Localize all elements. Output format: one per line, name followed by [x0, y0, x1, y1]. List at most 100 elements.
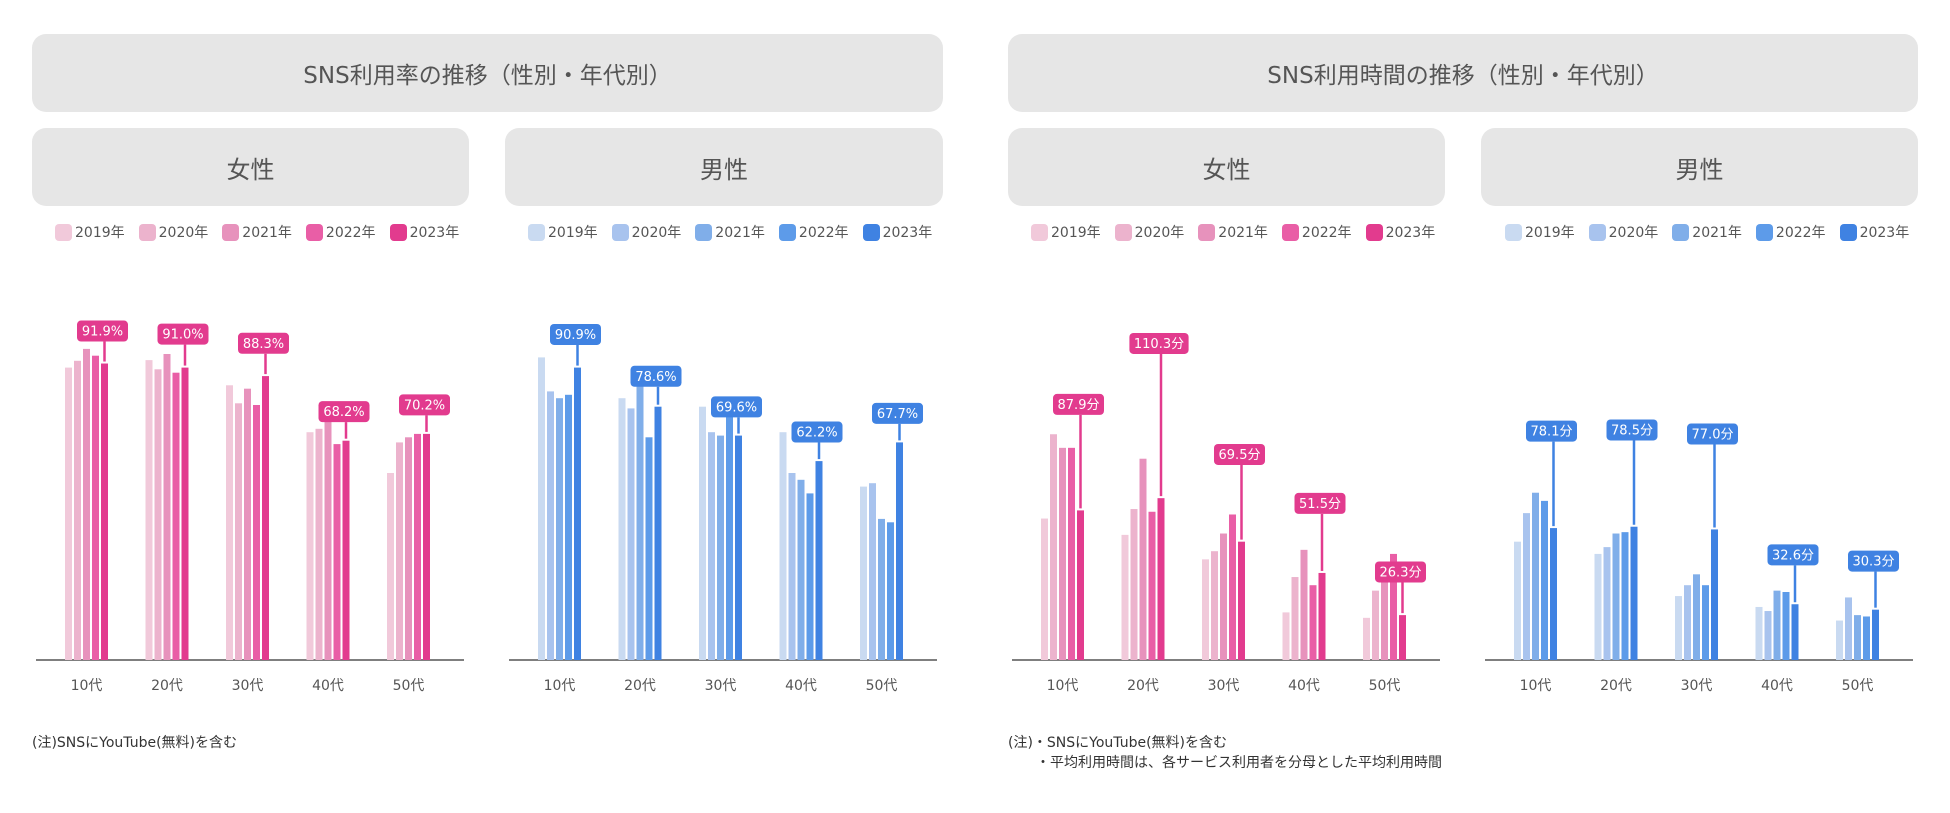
callout-value: 91.0%	[162, 328, 203, 343]
bar	[1630, 526, 1638, 660]
callout-box	[157, 323, 209, 345]
bar	[74, 360, 81, 660]
callout-box	[318, 401, 370, 423]
legend-label: 2022年	[798, 225, 849, 241]
bar	[1514, 541, 1521, 660]
legend-label: 2021年	[715, 225, 765, 241]
legend-swatch	[55, 223, 72, 241]
callout-value: 69.6%	[716, 400, 757, 415]
x-tick-label: 10代	[1520, 678, 1552, 694]
bar	[1130, 509, 1138, 660]
x-tick-label: 50代	[393, 678, 425, 694]
legend-label: 2019年	[1051, 225, 1101, 241]
bar	[1211, 551, 1218, 660]
bar	[1872, 609, 1879, 660]
callout-value: 67.7%	[877, 407, 918, 422]
panel-title-time-male: 男性	[1481, 128, 1918, 206]
legend-rate-male: 2019年 2020年 2021年 2022年 2023年	[528, 222, 932, 242]
callout-box	[711, 396, 762, 418]
bar	[1541, 500, 1548, 660]
x-tick-label: 20代	[151, 678, 183, 694]
legend-label: 2019年	[1525, 225, 1575, 241]
legend-item: 2023年	[1365, 222, 1435, 242]
bar	[887, 522, 894, 660]
bar	[396, 442, 403, 660]
legend-swatch	[528, 223, 545, 241]
rate-main-title: SNS利用率の推移（性別・年代別）	[32, 34, 943, 112]
callout-value: 62.2%	[796, 426, 837, 441]
callout-box	[791, 421, 843, 443]
bar	[1854, 615, 1861, 660]
legend-label: 2023年	[1859, 225, 1910, 241]
x-tick-label: 20代	[624, 678, 656, 694]
bar	[1755, 606, 1763, 660]
legend-swatch	[1505, 223, 1522, 241]
bar	[315, 428, 323, 660]
callout-value: 91.9%	[82, 325, 123, 340]
bar	[1238, 541, 1245, 660]
bar	[1220, 533, 1227, 660]
bar	[699, 406, 706, 660]
bar	[1693, 574, 1700, 660]
bar	[708, 432, 715, 660]
bar	[1836, 620, 1843, 660]
bar	[1363, 617, 1370, 660]
panel-title-rate-female: 女性	[32, 128, 469, 206]
bar	[181, 367, 189, 660]
legend-item: 2023年	[862, 222, 932, 242]
legend-item: 2019年	[1505, 222, 1575, 242]
legend-item: 2020年	[1588, 222, 1658, 242]
legend-item: 2021年	[222, 222, 292, 242]
bar	[1139, 458, 1147, 660]
x-tick-label: 50代	[1369, 678, 1401, 694]
bar	[1550, 528, 1557, 660]
bar	[1782, 592, 1790, 660]
bar	[226, 385, 233, 660]
legend-label: 2021年	[1692, 225, 1742, 241]
bar	[65, 367, 72, 660]
bar	[815, 461, 823, 660]
callout-box	[1053, 393, 1104, 415]
bar	[1603, 547, 1611, 660]
callout-value: 30.3分	[1853, 555, 1895, 570]
legend-swatch	[1672, 223, 1690, 241]
legend-item: 2023年	[389, 222, 459, 242]
legend-label: 2019年	[75, 225, 125, 241]
panel-title-rate-male: 男性	[505, 128, 943, 206]
legend-item: 2019年	[1031, 222, 1101, 242]
bar	[1863, 616, 1870, 660]
bar	[172, 372, 180, 660]
callout-box	[1848, 550, 1899, 572]
callout-box	[1526, 420, 1577, 442]
legend-rate-female: 2019年 2020年 2021年 2022年 2023年	[55, 222, 459, 242]
bar	[797, 479, 805, 660]
bar	[565, 394, 572, 660]
bar	[1764, 611, 1772, 660]
bar	[806, 493, 814, 660]
bar	[1399, 615, 1406, 660]
legend-swatch	[695, 223, 713, 241]
note-time-line1: (注)・SNSにYouTube(無料)を含む	[1008, 735, 1228, 751]
callout-box	[872, 402, 923, 424]
callout-box	[1375, 561, 1426, 583]
bar	[101, 363, 108, 660]
note-rate: (注)SNSにYouTube(無料)を含む	[32, 735, 238, 751]
legend-label: 2022年	[1301, 225, 1352, 241]
bar	[1050, 434, 1057, 660]
callout-box	[1767, 544, 1819, 566]
bar	[253, 405, 260, 660]
bar	[1157, 498, 1165, 660]
time-main-title: SNS利用時間の推移（性別・年代別）	[1008, 34, 1918, 112]
legend-item: 2022年	[1755, 222, 1826, 242]
callout-value: 110.3分	[1134, 337, 1184, 352]
legend-label: 2019年	[548, 225, 598, 241]
callout-box	[238, 332, 289, 354]
bar	[92, 355, 99, 660]
callout-value: 88.3%	[243, 337, 284, 352]
bar	[726, 408, 733, 660]
legend-item: 2021年	[1672, 222, 1742, 242]
panel-title-time-female: 女性	[1008, 128, 1445, 206]
x-tick-label: 40代	[312, 678, 344, 694]
callout-value: 78.6%	[635, 370, 676, 385]
bar	[235, 403, 242, 660]
